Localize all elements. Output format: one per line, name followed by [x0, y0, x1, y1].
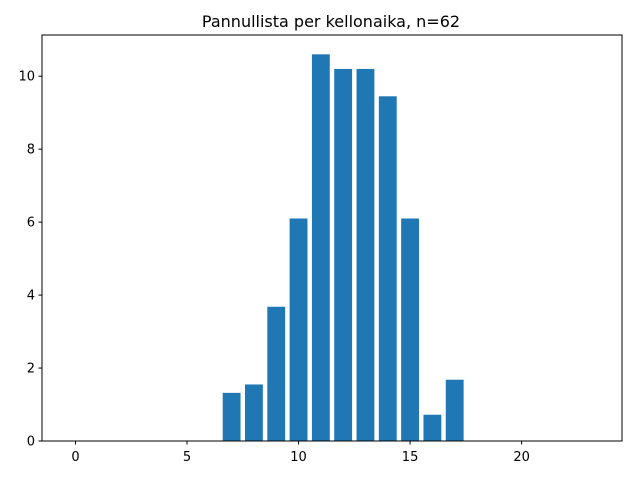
- bar: [289, 218, 308, 441]
- bars: [222, 54, 464, 441]
- bar: [245, 384, 263, 441]
- bar: [222, 392, 241, 441]
- y-tick-label: 0: [27, 435, 35, 450]
- x-tick-label: 10: [290, 450, 307, 465]
- y-tick-label: 4: [27, 289, 35, 304]
- bar: [423, 414, 442, 441]
- plot-frame: [41, 34, 623, 442]
- x-tick-label: 5: [183, 450, 191, 465]
- bar: [445, 379, 464, 441]
- bar: [311, 54, 330, 441]
- bar: [378, 96, 397, 441]
- x-tick-label: 15: [402, 450, 419, 465]
- y-tick-label: 8: [27, 143, 35, 158]
- bar: [356, 68, 375, 441]
- x-tick-label: 20: [513, 450, 530, 465]
- x-axis: 0 5 10 15 20: [71, 441, 530, 465]
- bar: [334, 68, 353, 441]
- chart-title: Pannullista per kellonaika, n=62: [202, 12, 460, 31]
- y-tick-label: 2: [27, 362, 35, 377]
- y-tick-label: 6: [27, 216, 35, 231]
- x-tick-label: 0: [71, 450, 79, 465]
- bar: [267, 306, 286, 441]
- bar: [401, 218, 419, 441]
- y-axis: 0 2 4 6 8 10: [18, 70, 42, 450]
- y-tick-label: 10: [18, 70, 35, 85]
